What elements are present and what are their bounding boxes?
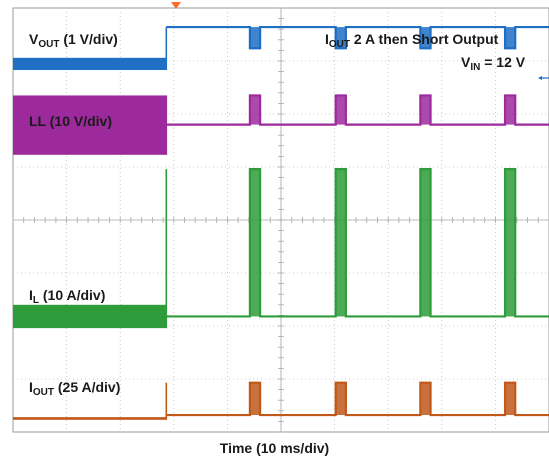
chart-traces: [13, 25, 549, 420]
trace-pulse: [420, 27, 431, 49]
trace-band: [13, 57, 167, 71]
trace-ll: [13, 94, 549, 155]
trigger-marker: [171, 2, 181, 9]
trace-pulse: [335, 382, 346, 416]
trace-pulse: [335, 27, 346, 49]
chart-grid: [12, 7, 549, 433]
trace-pulse: [249, 27, 261, 49]
iout-label: IOUT (25 A/div): [29, 379, 120, 398]
trace-pulse: [249, 95, 261, 125]
trace-pulse: [420, 169, 431, 317]
trace-band: [13, 95, 167, 155]
trace-pulse: [505, 382, 516, 416]
trace-pulse: [505, 95, 516, 125]
vin-arrow-icon: [538, 76, 549, 80]
ll-label: LL (10 V/div): [29, 113, 112, 129]
trace-v-out: [13, 25, 549, 71]
trace-pulse: [335, 95, 346, 125]
il-label: IL (10 A/div): [29, 287, 105, 306]
trace-pulse: [249, 382, 261, 416]
trace-band: [13, 417, 167, 420]
trace-pulse: [335, 169, 346, 317]
test-condition-annotation: IOUT 2 A then Short Output: [325, 31, 499, 50]
trace-pulse: [505, 27, 516, 49]
trace-band: [13, 304, 167, 329]
trace-pulse: [420, 95, 431, 125]
vout-label: VOUT (1 V/div): [29, 31, 118, 50]
x-axis-label: Time (10 ms/div): [219, 440, 330, 456]
trace-pulse: [420, 382, 431, 416]
trace-i-out: [13, 381, 549, 420]
vin-annotation: VIN = 12 V: [461, 54, 526, 73]
trace-pulse: [505, 169, 516, 317]
trace-pulse: [249, 169, 261, 317]
trace-i-l: [13, 168, 549, 329]
